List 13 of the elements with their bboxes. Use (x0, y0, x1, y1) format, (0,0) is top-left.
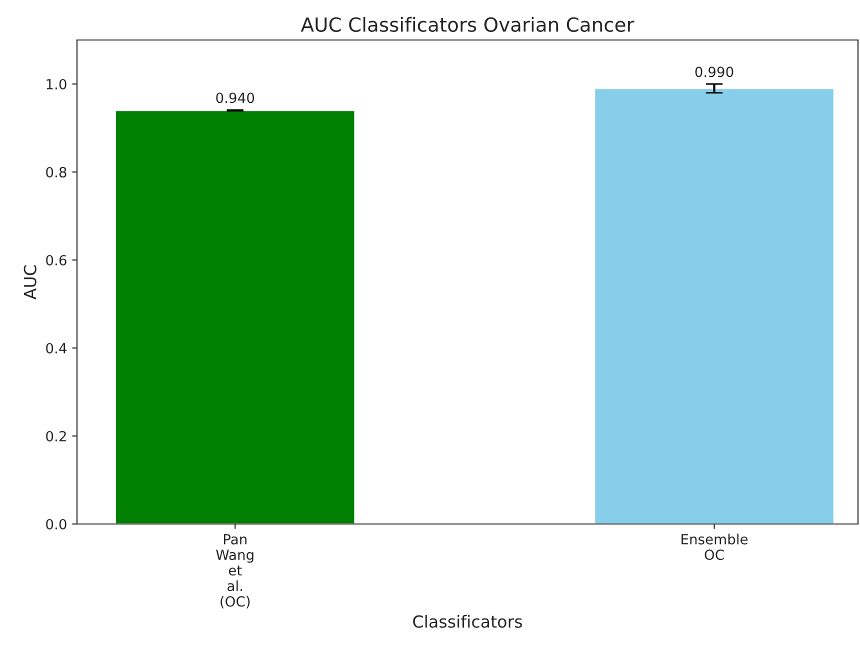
y-tick-label: 1.0 (46, 78, 66, 90)
y-tick-label: 0.6 (46, 254, 66, 266)
x-tick-label: Pan Wang et al. (OC) (216, 534, 254, 608)
x-axis-title: Classificators (413, 614, 522, 628)
y-tick-label: 0.2 (46, 430, 66, 442)
data-label: 0.990 (695, 66, 734, 78)
chart-title: AUC Classificators Ovarian Cancer (300, 16, 634, 32)
data-label: 0.940 (216, 92, 254, 104)
y-tick-label: 0.4 (46, 342, 66, 354)
x-tick-label: Ensemble OC (682, 534, 748, 560)
y-axis-title: AUC (24, 265, 36, 300)
y-tick-label: 0.0 (46, 518, 66, 530)
y-tick-label: 0.8 (46, 166, 66, 178)
